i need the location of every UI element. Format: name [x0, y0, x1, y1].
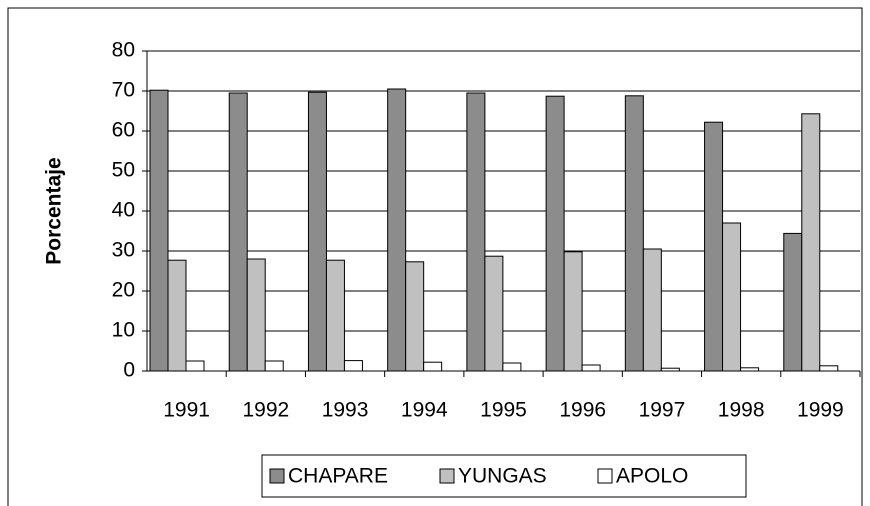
legend-label: APOLO	[616, 465, 688, 488]
y-tick-label: 10	[112, 319, 135, 342]
bar	[801, 113, 821, 372]
bar	[264, 360, 284, 372]
x-tick-label: 1999	[797, 399, 844, 422]
bar	[307, 91, 327, 372]
bar	[325, 259, 345, 372]
y-tick-label: 0	[123, 359, 135, 382]
chart-frame	[7, 7, 863, 506]
bar	[423, 361, 443, 372]
bar	[343, 360, 363, 372]
bar	[149, 89, 169, 372]
y-tick-label: 30	[112, 239, 135, 262]
bar	[502, 362, 522, 372]
y-tick-label: 20	[112, 279, 135, 302]
y-tick-label: 70	[112, 79, 135, 102]
bar	[484, 255, 504, 372]
legend-label: CHAPARE	[288, 465, 388, 488]
legend-swatch	[597, 468, 613, 484]
bar	[642, 248, 662, 372]
bar	[228, 92, 248, 372]
bar	[387, 88, 407, 372]
bar	[563, 251, 583, 372]
legend-swatch	[269, 468, 285, 484]
x-tick-label: 1998	[718, 399, 765, 422]
bar	[185, 360, 205, 372]
y-tick-label: 60	[112, 119, 135, 142]
y-tick-label: 50	[112, 159, 135, 182]
legend-label: YUNGAS	[458, 465, 547, 488]
x-tick-label: 1995	[480, 399, 527, 422]
bar	[819, 365, 839, 372]
bar	[704, 121, 724, 372]
bar	[581, 364, 601, 372]
bar	[405, 261, 425, 372]
legend-swatch	[439, 468, 455, 484]
bar	[545, 95, 565, 372]
y-tick-label: 80	[112, 39, 135, 62]
bar	[246, 258, 266, 372]
bar	[783, 232, 803, 372]
legend-box	[261, 454, 747, 498]
x-tick-label: 1994	[401, 399, 448, 422]
y-tick-label: 40	[112, 199, 135, 222]
x-tick-label: 1991	[163, 399, 210, 422]
x-tick-label: 1992	[242, 399, 289, 422]
bar	[466, 92, 486, 372]
x-tick-label: 1996	[559, 399, 606, 422]
y-axis-title: Porcentaje	[43, 157, 66, 264]
x-tick-label: 1993	[322, 399, 369, 422]
bar	[722, 222, 742, 372]
bar	[167, 259, 187, 372]
x-tick-label: 1997	[639, 399, 686, 422]
bar	[624, 95, 644, 372]
